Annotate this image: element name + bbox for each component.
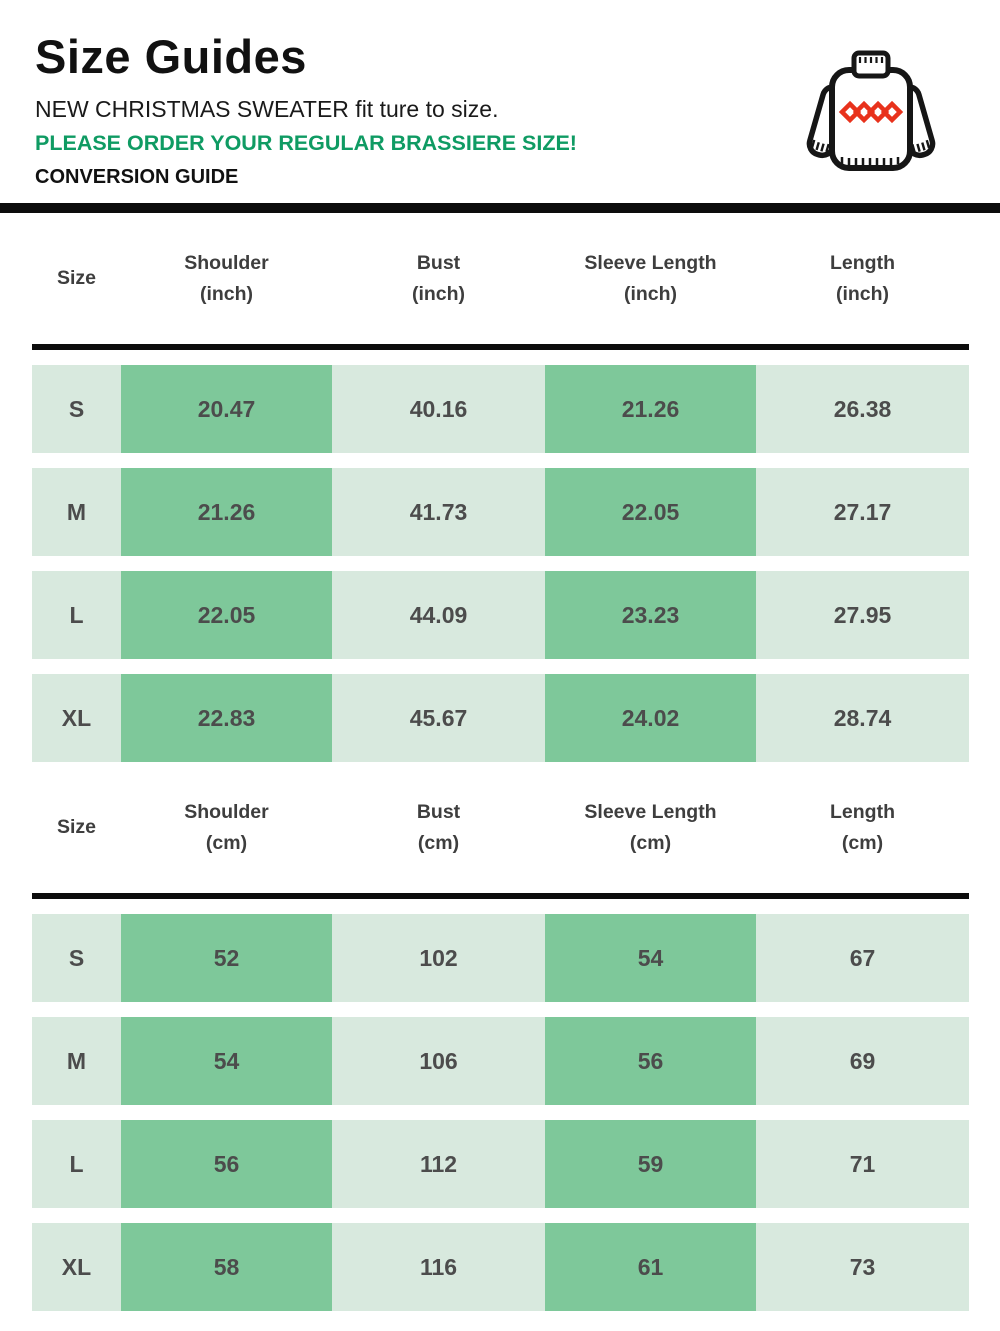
diamond-pattern [838, 100, 904, 124]
shoulder-value: 54 [121, 1017, 332, 1106]
size-label: L [32, 571, 121, 660]
sleeve-length-value: 56 [545, 1017, 756, 1106]
header-divider [0, 203, 1000, 214]
column-header-size: Size [32, 263, 121, 294]
column-label: Bust [416, 800, 461, 823]
size-label: M [32, 468, 121, 557]
column-unit: (cm) [629, 831, 672, 854]
column-label: Shoulder [184, 800, 269, 823]
column-header-sleeve-length: Sleeve Length (inch) [545, 248, 756, 310]
column-unit: (inch) [623, 282, 678, 305]
column-label: Shoulder [184, 251, 269, 274]
table-row-l-cm: L 56 112 59 71 [32, 1120, 969, 1209]
column-label: Sleeve Length [584, 800, 717, 823]
sleeve-length-value: 22.05 [545, 468, 756, 557]
sleeve-length-value: 61 [545, 1223, 756, 1312]
column-unit: (inch) [835, 282, 890, 305]
table-row-m-inch: M 21.26 41.73 22.05 27.17 [32, 468, 969, 557]
size-label: S [32, 365, 121, 454]
header-rule [32, 893, 969, 900]
shoulder-value: 52 [121, 914, 332, 1003]
length-value: 73 [756, 1223, 969, 1312]
column-header-shoulder: Shoulder (inch) [121, 248, 332, 310]
page-title: Size Guides [35, 30, 307, 83]
size-table-inch: Size Shoulder (inch) Bust (inch) Sleeve … [32, 213, 969, 763]
column-header-length: Length (inch) [756, 248, 969, 310]
length-value: 28.74 [756, 674, 969, 763]
shoulder-value: 22.05 [121, 571, 332, 660]
column-unit: (cm) [205, 831, 248, 854]
column-header-sleeve-length: Sleeve Length (cm) [545, 797, 756, 859]
size-label: S [32, 914, 121, 1003]
column-header-bust: Bust (inch) [332, 248, 545, 310]
bust-value: 112 [332, 1120, 545, 1209]
bust-value: 41.73 [332, 468, 545, 557]
bust-value: 102 [332, 914, 545, 1003]
size-label: M [32, 1017, 121, 1106]
length-value: 27.95 [756, 571, 969, 660]
column-label: Size [56, 816, 97, 839]
column-unit: (inch) [199, 282, 254, 305]
table-header-cm: Size Shoulder (cm) Bust (cm) Sleeve Leng… [32, 762, 969, 893]
shoulder-value: 56 [121, 1120, 332, 1209]
table-header-inch: Size Shoulder (inch) Bust (inch) Sleeve … [32, 213, 969, 344]
column-header-bust: Bust (cm) [332, 797, 545, 859]
column-header-length: Length (cm) [756, 797, 969, 859]
column-label: Sleeve Length [584, 251, 717, 274]
table-row-l-inch: L 22.05 44.09 23.23 27.95 [32, 571, 969, 660]
shoulder-value: 58 [121, 1223, 332, 1312]
table-row-xl-inch: XL 22.83 45.67 24.02 28.74 [32, 674, 969, 763]
table-row-s-cm: S 52 102 54 67 [32, 914, 969, 1003]
column-unit: (cm) [841, 831, 884, 854]
bust-value: 106 [332, 1017, 545, 1106]
column-label: Length [830, 251, 895, 274]
shoulder-value: 21.26 [121, 468, 332, 557]
bust-value: 40.16 [332, 365, 545, 454]
size-label: L [32, 1120, 121, 1209]
bust-value: 45.67 [332, 674, 545, 763]
order-notice-text: PLEASE ORDER YOUR REGULAR BRASSIERE SIZE… [35, 131, 577, 156]
column-header-size: Size [32, 812, 121, 843]
table-row-s-inch: S 20.47 40.16 21.26 26.38 [32, 365, 969, 454]
table-row-m-cm: M 54 106 56 69 [32, 1017, 969, 1106]
column-label: Size [56, 267, 97, 290]
size-label: XL [32, 674, 121, 763]
bust-value: 44.09 [332, 571, 545, 660]
column-label: Bust [416, 251, 461, 274]
column-header-shoulder: Shoulder (cm) [121, 797, 332, 859]
header-rule [32, 344, 969, 351]
subtitle-text: NEW CHRISTMAS SWEATER fit ture to size. [35, 96, 499, 123]
size-table-cm: Size Shoulder (cm) Bust (cm) Sleeve Leng… [32, 762, 969, 1312]
page-header: Size Guides NEW CHRISTMAS SWEATER fit tu… [0, 0, 1000, 189]
sleeve-length-value: 54 [545, 914, 756, 1003]
bust-value: 116 [332, 1223, 545, 1312]
size-label: XL [32, 1223, 121, 1312]
length-value: 27.17 [756, 468, 969, 557]
column-label: Length [830, 800, 895, 823]
christmas-sweater-icon [806, 50, 936, 180]
table-row-xl-cm: XL 58 116 61 73 [32, 1223, 969, 1312]
sleeve-length-value: 59 [545, 1120, 756, 1209]
shoulder-value: 20.47 [121, 365, 332, 454]
sleeve-length-value: 21.26 [545, 365, 756, 454]
shoulder-value: 22.83 [121, 674, 332, 763]
sleeve-length-value: 23.23 [545, 571, 756, 660]
column-unit: (inch) [411, 282, 466, 305]
size-tables: Size Shoulder (inch) Bust (inch) Sleeve … [0, 213, 1000, 1312]
sleeve-length-value: 24.02 [545, 674, 756, 763]
length-value: 69 [756, 1017, 969, 1106]
length-value: 71 [756, 1120, 969, 1209]
column-unit: (cm) [417, 831, 460, 854]
conversion-guide-label: CONVERSION GUIDE [35, 166, 239, 189]
length-value: 67 [756, 914, 969, 1003]
length-value: 26.38 [756, 365, 969, 454]
